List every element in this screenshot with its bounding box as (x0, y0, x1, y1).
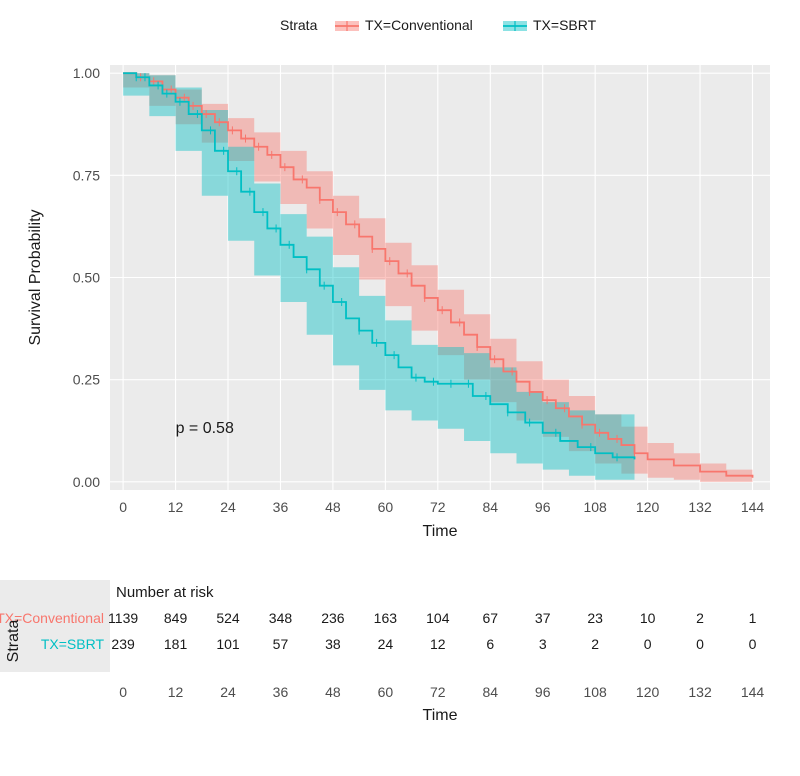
figure-svg: StrataTX=ConventionalTX=SBRTp = 0.580122… (0, 0, 800, 776)
risk-value: 163 (374, 610, 398, 626)
x-tick-label: 108 (583, 499, 607, 515)
y-tick-label: 0.75 (73, 167, 100, 183)
risk-value: 181 (164, 636, 188, 652)
risk-x-tick-label: 120 (636, 684, 660, 700)
risk-x-tick-label: 84 (482, 684, 498, 700)
x-tick-label: 120 (636, 499, 660, 515)
risk-y-axis-title: Strata (5, 620, 22, 663)
risk-x-axis-title: Time (423, 707, 458, 724)
risk-value: 101 (216, 636, 240, 652)
x-tick-label: 12 (168, 499, 184, 515)
y-axis-title: Survival Probability (27, 209, 44, 345)
risk-x-tick-label: 60 (378, 684, 394, 700)
risk-value: 239 (111, 636, 135, 652)
risk-value: 104 (426, 610, 450, 626)
risk-value: 0 (696, 636, 704, 652)
x-tick-label: 96 (535, 499, 551, 515)
risk-x-tick-label: 132 (688, 684, 712, 700)
x-tick-label: 84 (482, 499, 498, 515)
risk-value: 348 (269, 610, 293, 626)
x-tick-label: 48 (325, 499, 341, 515)
risk-value: 24 (378, 636, 394, 652)
x-tick-label: 24 (220, 499, 236, 515)
y-tick-label: 0.25 (73, 372, 100, 388)
y-tick-label: 0.00 (73, 474, 100, 490)
risk-x-tick-label: 24 (220, 684, 236, 700)
x-tick-label: 144 (741, 499, 765, 515)
p-value: p = 0.58 (176, 420, 234, 437)
legend-title: Strata (280, 17, 318, 33)
risk-value: 6 (486, 636, 494, 652)
x-tick-label: 36 (273, 499, 289, 515)
x-tick-label: 72 (430, 499, 446, 515)
risk-table-title: Number at risk (116, 584, 214, 601)
risk-value: 67 (482, 610, 498, 626)
risk-strata-label: TX=SBRT (41, 636, 105, 652)
risk-value: 2 (696, 610, 704, 626)
risk-value: 236 (321, 610, 345, 626)
risk-value: 0 (644, 636, 652, 652)
risk-value: 1139 (108, 610, 138, 626)
risk-value: 57 (273, 636, 289, 652)
risk-value: 2 (591, 636, 599, 652)
risk-x-tick-label: 96 (535, 684, 551, 700)
risk-x-tick-label: 72 (430, 684, 446, 700)
x-axis-title: Time (423, 523, 458, 540)
risk-value: 12 (430, 636, 446, 652)
risk-x-tick-label: 144 (741, 684, 765, 700)
risk-value: 0 (749, 636, 757, 652)
risk-value: 37 (535, 610, 551, 626)
x-tick-label: 132 (688, 499, 712, 515)
risk-x-tick-label: 36 (273, 684, 289, 700)
y-tick-label: 1.00 (73, 65, 100, 81)
legend: Strata TX=Conventional TX=SBRT (280, 17, 597, 33)
risk-x-tick-label: 108 (583, 684, 607, 700)
risk-x-tick-label: 48 (325, 684, 341, 700)
y-tick-label: 0.50 (73, 270, 100, 286)
risk-value: 38 (325, 636, 341, 652)
risk-value: 23 (587, 610, 603, 626)
km-survival-figure: { "dims": { "w": 800, "h": 776 }, "color… (0, 0, 800, 776)
x-tick-label: 0 (119, 499, 127, 515)
legend-item-label: TX=SBRT (533, 17, 597, 33)
legend-item-label: TX=Conventional (365, 17, 473, 33)
risk-value: 10 (640, 610, 656, 626)
risk-value: 524 (216, 610, 240, 626)
risk-x-tick-label: 12 (168, 684, 184, 700)
risk-value: 1 (749, 610, 757, 626)
risk-x-tick-label: 0 (119, 684, 127, 700)
risk-value: 849 (164, 610, 188, 626)
risk-value: 3 (539, 636, 547, 652)
x-tick-label: 60 (378, 499, 394, 515)
